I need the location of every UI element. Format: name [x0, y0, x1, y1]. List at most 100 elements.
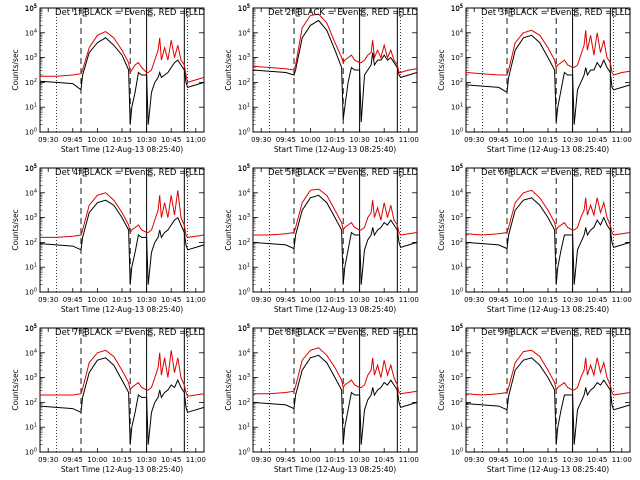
y-tick-exponent: 4	[247, 348, 250, 354]
series-line-events	[39, 37, 205, 125]
plot-frame	[252, 327, 418, 453]
x-tick-label: 11:00	[612, 136, 632, 144]
panel-title: Det 7f BLACK = Events, RED = LLD	[55, 328, 205, 338]
y-tick-label: 101	[238, 263, 250, 272]
x-tick-label: 09:30	[38, 456, 58, 464]
y-tick-exponent: 3	[247, 53, 250, 59]
y-tick-label: 103	[238, 53, 250, 62]
plot-frame	[465, 7, 631, 133]
x-tick-label: 11:00	[186, 296, 206, 304]
y-tick-label: 101	[25, 423, 37, 432]
y-tick-label: 103	[25, 53, 37, 62]
panel-title: Det 4f BLACK = Events, RED = LLD	[55, 168, 205, 178]
series-line-lld	[40, 190, 205, 238]
x-axis-label: Start Time (12-Aug-13 08:25:40)	[487, 145, 609, 154]
y-tick-exponent: 5	[460, 164, 463, 170]
panel-title: Det 2f BLACK = Events, RED = LLD	[268, 8, 418, 18]
marker-flag-start	[295, 168, 300, 177]
x-tick-label: 10:45	[374, 136, 394, 144]
panel-det-5: 09:30 09:45 10:00 10:15 10:30 10:45 11:0010010…	[224, 164, 419, 315]
x-tick-label: 10:45	[161, 456, 181, 464]
x-tick-label: 10:45	[161, 136, 181, 144]
plot-frame	[252, 167, 418, 293]
marker-flag-end	[148, 328, 153, 337]
marker-flag-end	[148, 168, 153, 177]
x-tick-label: 09:30	[38, 296, 58, 304]
plot-frame	[39, 327, 205, 453]
marker-flag-end	[611, 8, 617, 17]
x-tick-label: 09:30	[464, 136, 484, 144]
y-tick-label: 100	[25, 448, 37, 457]
y-tick-exponent: 4	[34, 188, 37, 194]
y-tick-exponent: 5	[247, 4, 250, 10]
y-tick-label: 104	[451, 28, 463, 37]
x-tick-label: 10:00	[87, 296, 107, 304]
y-tick-exponent: 4	[460, 348, 463, 354]
y-tick-label: 105	[451, 324, 463, 333]
y-tick-exponent: 3	[460, 373, 463, 379]
y-tick-label: 102	[451, 398, 463, 407]
x-tick-label: 10:45	[587, 456, 607, 464]
panel-det-3: 09:30 09:45 10:00 10:15 10:30 10:45 11:0010010…	[437, 4, 632, 155]
y-axis-label: Counts/sec	[224, 369, 233, 410]
x-tick-label: 11:00	[612, 296, 632, 304]
x-tick-label: 11:00	[186, 456, 206, 464]
y-tick-exponent: 5	[247, 164, 250, 170]
y-tick-label: 103	[25, 373, 37, 382]
y-tick-exponent: 1	[34, 103, 37, 109]
panel-title: Det 3f BLACK = Events, RED = LLD	[481, 8, 631, 18]
marker-flag-start	[295, 8, 300, 17]
y-axis-label: Counts/sec	[224, 209, 233, 250]
x-tick-label: 10:00	[87, 456, 107, 464]
y-tick-exponent: 2	[247, 238, 250, 244]
y-tick-exponent: 3	[247, 213, 250, 219]
y-tick-label: 102	[451, 78, 463, 87]
y-tick-label: 104	[25, 348, 37, 357]
x-tick-label: 10:30	[350, 456, 370, 464]
y-tick-exponent: 1	[34, 263, 37, 269]
y-tick-label: 102	[451, 238, 463, 247]
y-tick-exponent: 4	[247, 188, 250, 194]
y-tick-label: 105	[25, 324, 37, 333]
x-tick-label: 11:00	[186, 136, 206, 144]
y-tick-exponent: 5	[34, 4, 37, 10]
x-tick-label: 10:45	[374, 456, 394, 464]
panel-det-4: 09:30 09:45 10:00 10:15 10:30 10:45 11:0010010…	[11, 164, 206, 315]
y-tick-label: 104	[451, 348, 463, 357]
y-tick-label: 103	[238, 373, 250, 382]
y-tick-label: 105	[25, 164, 37, 173]
y-tick-label: 105	[451, 4, 463, 13]
y-tick-label: 101	[451, 263, 463, 272]
series-line-lld	[40, 31, 205, 84]
y-tick-exponent: 5	[460, 324, 463, 330]
marker-flag-end	[611, 328, 617, 337]
x-tick-label: 10:00	[513, 296, 533, 304]
y-tick-label: 105	[25, 4, 37, 13]
y-tick-label: 103	[451, 213, 463, 222]
y-tick-exponent: 5	[34, 324, 37, 330]
y-tick-exponent: 0	[460, 128, 463, 134]
y-tick-label: 103	[25, 213, 37, 222]
series-line-lld	[40, 349, 205, 397]
panel-title: Det 9f BLACK = Events, RED = LLD	[481, 328, 631, 338]
x-axis-label: Start Time (12-Aug-13 08:25:40)	[61, 145, 183, 154]
y-tick-exponent: 1	[247, 263, 250, 269]
marker-flag-end	[185, 168, 191, 177]
y-tick-label: 105	[238, 164, 250, 173]
panel-det-6: 09:30 09:45 10:00 10:15 10:30 10:45 11:0010010…	[437, 164, 632, 315]
x-tick-label: 10:15	[112, 296, 132, 304]
y-tick-label: 100	[238, 128, 250, 137]
x-tick-label: 10:15	[325, 136, 345, 144]
marker-flag-end	[398, 328, 404, 337]
y-tick-label: 100	[451, 288, 463, 297]
marker-flag-end	[398, 168, 404, 177]
y-tick-exponent: 5	[247, 4, 250, 10]
y-tick-exponent: 1	[460, 423, 463, 429]
y-tick-label: 100	[25, 288, 37, 297]
plot-frame	[465, 167, 631, 293]
y-tick-exponent: 5	[34, 324, 37, 330]
x-tick-label: 10:15	[112, 136, 132, 144]
x-tick-label: 10:30	[350, 296, 370, 304]
panel-det-9: 09:30 09:45 10:00 10:15 10:30 10:45 11:0010010…	[437, 324, 632, 475]
x-tick-label: 09:45	[63, 456, 83, 464]
